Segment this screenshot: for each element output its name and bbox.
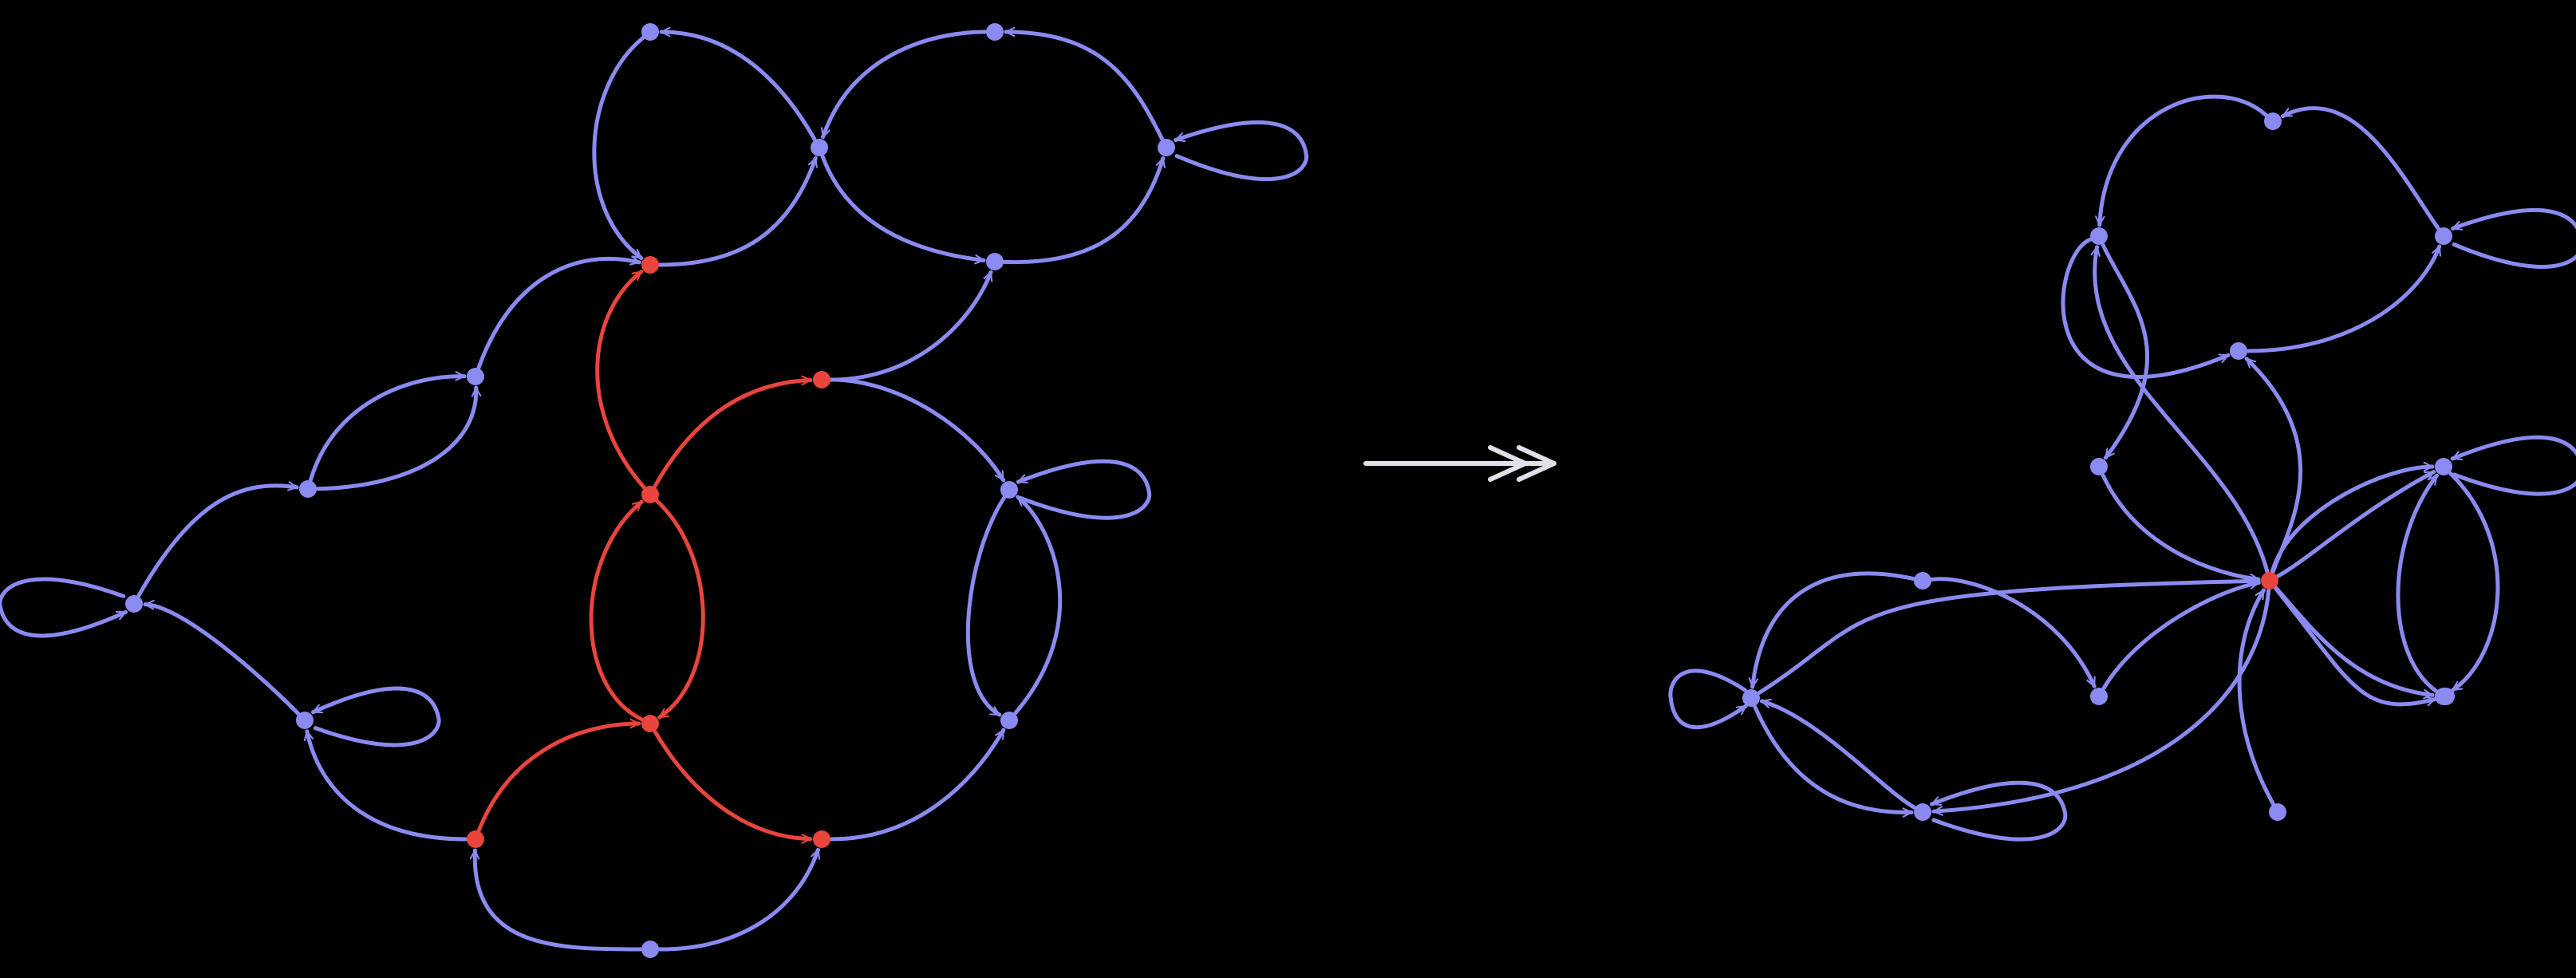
left-graph-edge-n-i [589, 499, 644, 722]
left-graph-edge-i-j [653, 375, 813, 489]
transition-arrow [1363, 445, 1556, 482]
right-graph-edge-F-H [2448, 471, 2500, 692]
right-graph-edge-X-F [2270, 461, 2435, 574]
left-graph-edge-h-g [308, 371, 467, 483]
left-graph-edge-e-c [1004, 26, 1165, 141]
left-graph-edge-j-m [829, 377, 1006, 483]
right-graph-node-L [2437, 688, 2455, 705]
left-graph-edge-i-d [595, 270, 646, 490]
right-graph-edge-G-G [1668, 668, 1748, 730]
right-graph-node-A [2264, 112, 2282, 130]
right-graph-node-I [1914, 572, 1931, 590]
transition-arrow-head-1 [1488, 445, 1528, 482]
right-graph-edge-C-C [2451, 208, 2576, 269]
right-graph-node-D [2230, 342, 2247, 360]
right-graph-edge-G-K [1753, 704, 1914, 818]
left-graph-node-l [296, 712, 314, 729]
left-graph-node-n [641, 715, 659, 732]
left-graph-node-b [811, 139, 828, 156]
left-graph-node-m [1000, 481, 1018, 499]
right-graph-nodes [1742, 112, 2455, 821]
left-graph-node-c [986, 23, 1004, 41]
left-graph-edge-k-k [0, 577, 128, 638]
left-graph-node-h [299, 480, 317, 498]
left-graph-node-o [1000, 712, 1018, 729]
left-graph-node-p [467, 830, 484, 848]
right-graph-edge-D-C [2246, 244, 2442, 353]
left-graph-edge-e-e [1174, 120, 1309, 182]
left-graph-edge-h-g [315, 385, 482, 491]
left-graph-nodes [125, 23, 1175, 958]
right-graph-edge-X-F [2275, 470, 2436, 578]
left-graph-edges [0, 26, 1309, 952]
left-graph-edge-l-l [311, 686, 441, 747]
right-graph-edge-K-G [1759, 698, 1917, 810]
left-graph-edge-i-n [655, 499, 705, 720]
right-graph-node-G [1742, 689, 1760, 707]
right-graph-edge-C-A [2280, 106, 2440, 231]
left-graph-edge-o-m [1013, 495, 1063, 716]
left-graph-edge-p-n [476, 718, 641, 833]
right-graph-edge-X-B [2090, 245, 2270, 574]
right-graph-edge-I-G [1748, 571, 1915, 689]
right-graph-edge-G-X [1757, 576, 2261, 696]
right-graph-edge-H-F [2396, 473, 2439, 693]
left-graph-edge-b-f [820, 154, 986, 265]
right-graph-edge-B-E [2101, 243, 2149, 460]
left-graph-edge-l-k [143, 599, 301, 716]
right-graph-edge-B-D [2061, 237, 2231, 379]
right-graph-edges [1668, 94, 2576, 842]
right-graph-node-F [2435, 458, 2452, 475]
right-graph-node-M [2269, 803, 2286, 821]
right-graph-edge-A-B [2095, 94, 2268, 227]
right-graph-node-K [1914, 803, 1931, 821]
left-graph-edge-k-h [136, 481, 299, 598]
right-graph-edge-E-X [2101, 473, 2261, 584]
left-graph-edge-n-q [653, 729, 813, 844]
left-graph-node-r [641, 941, 659, 958]
left-graph-edge-b-a [659, 26, 817, 142]
left-graph-node-a [641, 23, 659, 41]
left-graph-edge-g-d [476, 255, 641, 370]
left-graph-edge-j-f [829, 270, 993, 382]
right-graph-node-C [2435, 227, 2452, 245]
left-graph-edge-d-b [657, 156, 818, 267]
left-graph-node-f [986, 253, 1004, 270]
left-graph-edge-q-o [829, 728, 1006, 842]
right-graph-node-J [2090, 688, 2108, 705]
right-graph-edge-X-K [1931, 588, 2271, 816]
left-graph-node-q [813, 830, 830, 848]
left-graph-edge-m-o [965, 495, 1007, 717]
right-graph-edge-X-H [2274, 586, 2435, 700]
left-graph-node-g [467, 368, 484, 385]
right-graph-edge-F-F [2450, 435, 2576, 496]
right-graph-edge-M-X [2237, 588, 2275, 806]
left-graph-node-j [813, 371, 830, 388]
left-graph-edge-p-l [303, 729, 468, 842]
right-graph-edge-J-X [2101, 579, 2261, 691]
left-graph-node-d [641, 256, 659, 274]
transition-arrow-head-2 [1517, 445, 1556, 482]
right-graph-edge-X-L [2273, 586, 2437, 707]
right-graph-node-E [2090, 458, 2108, 475]
right-graph-node-B [2090, 227, 2108, 245]
left-graph-edge-r-p [469, 848, 643, 952]
left-graph-node-k [125, 595, 143, 613]
right-graph-node-X [2261, 572, 2278, 590]
left-graph-node-i [641, 486, 659, 503]
left-graph-edge-r-q [657, 847, 821, 952]
right-graph-edge-I-J [1930, 577, 2097, 688]
left-graph-node-e [1158, 139, 1175, 156]
right-graph-edge-K-K [1930, 780, 2068, 842]
left-graph-edge-c-b [820, 30, 988, 140]
left-graph-edge-a-d [592, 36, 645, 261]
left-graph-edge-m-m [1016, 459, 1152, 520]
left-graph-edge-f-e [1002, 156, 1166, 265]
